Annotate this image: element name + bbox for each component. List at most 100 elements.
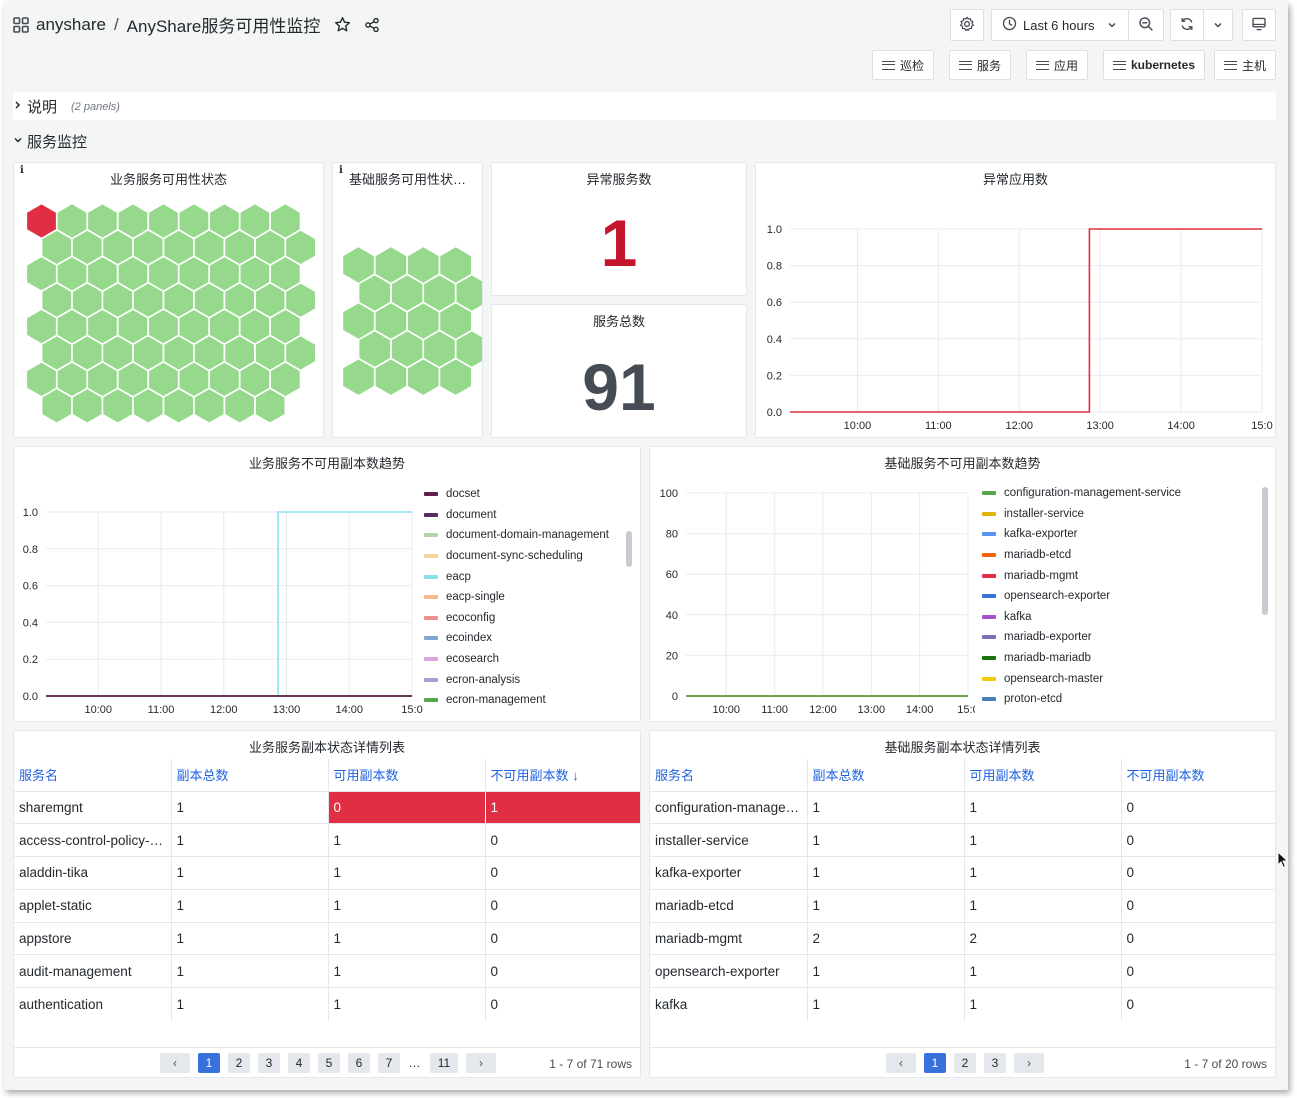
chart-biz-trend[interactable]: 0.0 0.2 0.4 0.6 0.8 1.0 10:00 11:00 12:00 13:00 14…	[14, 447, 424, 722]
table-row[interactable]: mariadb-etcd 1 1 0	[650, 888, 1275, 923]
table-row[interactable]: opensearch-exporter 1 1 0	[650, 954, 1275, 988]
hex-service-up[interactable]	[72, 389, 102, 423]
hex-service-up[interactable]	[103, 336, 133, 370]
table-row[interactable]: authentication 1 1 0	[14, 987, 640, 1021]
hex-service-up[interactable]	[210, 204, 239, 238]
page-button[interactable]: 1	[198, 1053, 220, 1073]
hex-service-up[interactable]	[179, 257, 209, 291]
hex-service-up[interactable]	[179, 310, 209, 344]
page-button[interactable]: 11	[430, 1053, 458, 1073]
legend-scrollbar[interactable]	[626, 531, 632, 567]
column-header-service[interactable]: 服务名	[14, 759, 172, 791]
refresh-interval-dropdown[interactable]	[1203, 9, 1233, 41]
panel-info-icon[interactable]: i	[339, 165, 343, 176]
hex-service-up[interactable]	[225, 336, 254, 370]
page-button[interactable]: 2	[228, 1053, 250, 1073]
hex-service-up[interactable]	[103, 283, 133, 317]
next-page-button[interactable]: ›	[1014, 1053, 1044, 1073]
hex-service-up[interactable]	[88, 204, 117, 238]
legend-item[interactable]: document-sync-scheduling	[424, 546, 609, 567]
settings-button[interactable]	[950, 9, 984, 41]
page-button[interactable]: 4	[288, 1053, 310, 1073]
legend-item[interactable]: ecoconfig	[424, 608, 609, 629]
hex-service-up[interactable]	[440, 359, 471, 395]
hex-service-up[interactable]	[133, 336, 163, 370]
hex-service-up[interactable]	[440, 247, 471, 283]
hex-service-up[interactable]	[391, 331, 423, 367]
hex-service-up[interactable]	[225, 283, 254, 317]
legend-item[interactable]: ecron-management	[424, 690, 609, 711]
legend-item[interactable]: kafka-exporter	[982, 524, 1181, 545]
hex-service-up[interactable]	[255, 283, 285, 317]
hex-service-up[interactable]	[164, 389, 194, 423]
hex-service-up[interactable]	[210, 310, 239, 344]
page-button[interactable]: 3	[258, 1053, 280, 1073]
hex-service-up[interactable]	[210, 362, 239, 396]
legend-item[interactable]: proton-etcd	[982, 689, 1181, 710]
hex-service-up[interactable]	[118, 204, 148, 238]
hex-service-up[interactable]	[88, 362, 117, 396]
table-row[interactable]: audit-management 1 1 0	[14, 954, 640, 988]
hex-service-up[interactable]	[271, 257, 300, 291]
hex-service-up[interactable]	[343, 303, 374, 339]
hex-service-up[interactable]	[103, 389, 133, 423]
hex-service-up[interactable]	[456, 275, 484, 311]
table-row[interactable]: mariadb-mgmt 2 2 0	[650, 921, 1275, 955]
table-row[interactable]: aladdin-tika 1 1 0	[14, 856, 640, 890]
hex-service-up[interactable]	[42, 230, 72, 264]
hex-service-up[interactable]	[271, 204, 300, 238]
hex-service-up[interactable]	[164, 230, 194, 264]
legend-item[interactable]: mariadb-exporter	[982, 627, 1181, 648]
legend-item[interactable]: opensearch-master	[982, 668, 1181, 689]
hex-service-up[interactable]	[375, 247, 407, 283]
legend-item[interactable]: document-domain-management	[424, 525, 609, 546]
column-header-unavailable[interactable]: 不可用副本数 ↓	[485, 759, 640, 791]
legend-item[interactable]: ecron-analysis	[424, 669, 609, 690]
hex-service-up[interactable]	[424, 331, 455, 367]
page-button[interactable]: 5	[318, 1053, 340, 1073]
hex-service-up[interactable]	[57, 362, 87, 396]
next-page-button[interactable]: ›	[466, 1053, 496, 1073]
folder-link[interactable]: anyshare	[36, 14, 106, 34]
hex-service-up[interactable]	[194, 389, 224, 423]
hex-service-up[interactable]	[240, 362, 270, 396]
hex-service-up[interactable]	[240, 310, 270, 344]
hex-service-up[interactable]	[194, 336, 224, 370]
link-inspection[interactable]: 巡检	[872, 50, 935, 80]
prev-page-button[interactable]: ‹	[160, 1053, 190, 1073]
legend-item[interactable]: eacp-single	[424, 587, 609, 608]
hex-service-up[interactable]	[255, 336, 285, 370]
hex-service-up[interactable]	[286, 230, 315, 264]
chart-base-trend[interactable]: 0 20 40 60 80 100 10:00 11:00 12:00 13:00 14:00 15:…	[650, 447, 975, 722]
hex-service-up[interactable]	[286, 336, 315, 370]
column-header-available[interactable]: 可用副本数	[964, 759, 1122, 791]
hex-service-up[interactable]	[210, 257, 239, 291]
link-services[interactable]: 服务	[949, 50, 1012, 80]
table-row[interactable]: installer-service 1 1 0	[650, 823, 1275, 857]
hex-service-up[interactable]	[424, 275, 455, 311]
legend-item[interactable]: ecosearch	[424, 649, 609, 670]
page-button[interactable]: 7	[378, 1053, 400, 1073]
hex-service-up[interactable]	[343, 359, 374, 395]
hex-service-up[interactable]	[343, 247, 374, 283]
hex-service-up[interactable]	[42, 389, 72, 423]
hex-service-up[interactable]	[408, 359, 439, 395]
hex-service-up[interactable]	[271, 310, 300, 344]
column-header-unavailable[interactable]: 不可用副本数	[1126, 768, 1205, 784]
page-button[interactable]: 1	[924, 1053, 946, 1073]
legend-item[interactable]: kafka	[982, 607, 1181, 628]
column-header-available[interactable]: 可用副本数	[328, 759, 486, 791]
hex-service-up[interactable]	[359, 331, 390, 367]
hex-service-up[interactable]	[118, 257, 148, 291]
legend-item[interactable]: configuration-management-service	[982, 483, 1181, 504]
hex-service-up[interactable]	[408, 247, 439, 283]
table-row[interactable]: applet-static 1 1 0	[14, 888, 640, 923]
hex-service-up[interactable]	[194, 283, 224, 317]
hex-service-up[interactable]	[57, 257, 87, 291]
page-button[interactable]: 2	[954, 1053, 976, 1073]
legend-item[interactable]: mariadb-mariadb	[982, 648, 1181, 669]
legend-item[interactable]: mariadb-mgmt	[982, 565, 1181, 586]
hex-service-up[interactable]	[149, 310, 178, 344]
hex-service-up[interactable]	[72, 336, 102, 370]
